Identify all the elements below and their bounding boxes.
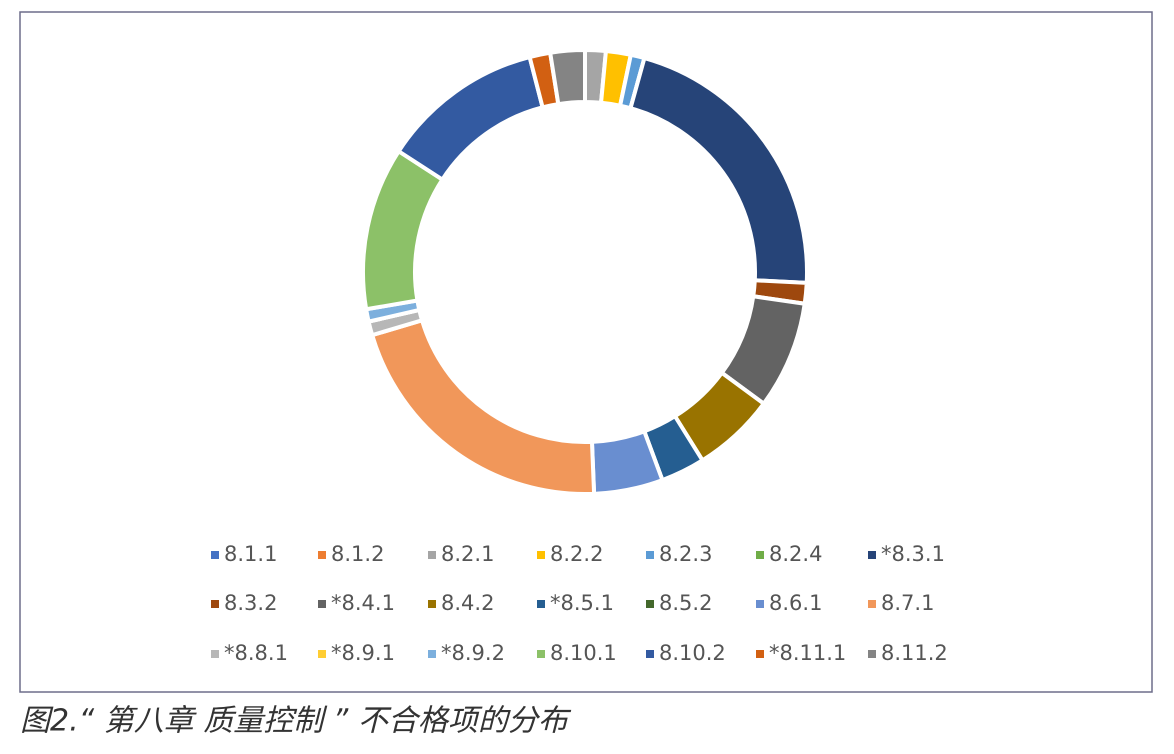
legend-swatch xyxy=(646,600,654,608)
legend-swatch xyxy=(537,600,545,608)
legend-swatch xyxy=(537,551,545,559)
chart-frame xyxy=(19,11,1153,693)
legend-swatch xyxy=(318,551,326,559)
legend-swatch xyxy=(428,600,436,608)
legend-swatch xyxy=(428,551,436,559)
legend-label: 8.7.1 xyxy=(881,591,934,615)
legend-label: *8.4.1 xyxy=(331,591,395,615)
caption: 图2.“ 第八章 质量控制 ” 不合格项的分布 xyxy=(20,704,572,739)
legend-swatch xyxy=(868,650,876,658)
legend-swatch xyxy=(211,551,219,559)
legend-swatch xyxy=(646,551,654,559)
legend-swatch xyxy=(428,650,436,658)
legend-swatch xyxy=(868,600,876,608)
legend-label: *8.9.1 xyxy=(331,641,395,665)
legend-swatch xyxy=(756,600,764,608)
legend-label: 8.2.2 xyxy=(550,542,603,566)
legend-label: 8.2.3 xyxy=(659,542,712,566)
legend-label: 8.2.4 xyxy=(769,542,822,566)
legend-label: *8.11.1 xyxy=(769,641,846,665)
legend-swatch xyxy=(868,551,876,559)
legend-label: 8.1.2 xyxy=(331,542,384,566)
legend-label: 8.1.1 xyxy=(224,542,277,566)
legend-label: 8.10.1 xyxy=(550,641,617,665)
legend-swatch xyxy=(756,551,764,559)
legend-label: *8.9.2 xyxy=(441,641,505,665)
legend-label: *8.3.1 xyxy=(881,542,945,566)
legend-swatch xyxy=(646,650,654,658)
legend-label: 8.10.2 xyxy=(659,641,726,665)
legend-label: 8.3.2 xyxy=(224,591,277,615)
legend-label: 8.5.2 xyxy=(659,591,712,615)
legend-label: *8.8.1 xyxy=(224,641,288,665)
legend-label: *8.5.1 xyxy=(550,591,614,615)
legend-label: 8.11.2 xyxy=(881,641,948,665)
legend-swatch xyxy=(211,650,219,658)
legend-swatch xyxy=(211,600,219,608)
legend-swatch xyxy=(756,650,764,658)
legend-swatch xyxy=(318,600,326,608)
legend-label: 8.2.1 xyxy=(441,542,494,566)
legend-swatch xyxy=(537,650,545,658)
legend-label: 8.6.1 xyxy=(769,591,822,615)
legend-label: 8.4.2 xyxy=(441,591,494,615)
donut-segment xyxy=(547,47,587,107)
legend-swatch xyxy=(318,650,326,658)
